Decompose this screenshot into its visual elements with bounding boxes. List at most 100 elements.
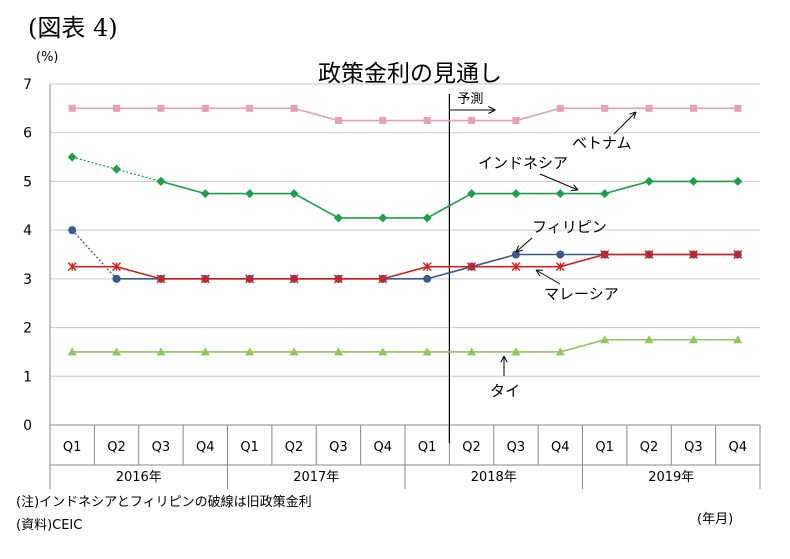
data-point-thailand: [245, 347, 255, 356]
data-point-thailand: [67, 347, 77, 356]
year-label: 2019年: [648, 470, 694, 485]
series-line-thailand: [72, 338, 738, 353]
forecast-label: 予測: [457, 92, 483, 107]
data-point-malaysia: [112, 262, 122, 272]
data-point-vietnam: [556, 104, 564, 112]
data-point-vietnam: [689, 104, 697, 112]
data-point-vietnam: [246, 104, 254, 112]
y-tick-label: 3: [23, 272, 32, 288]
data-point-philippines: [511, 250, 520, 259]
chart-title: 政策金利の見通し: [318, 61, 502, 87]
data-point-vietnam: [201, 104, 209, 112]
data-point-thailand: [200, 347, 210, 356]
data-point-indonesia: [245, 189, 255, 199]
data-point-vietnam: [468, 117, 476, 125]
y-tick-label: 1: [23, 369, 32, 385]
data-point-malaysia: [67, 262, 77, 272]
data-point-malaysia: [600, 250, 610, 259]
data-point-malaysia: [733, 250, 743, 259]
y-tick-label: 2: [23, 321, 32, 337]
callout-arrow-vietnam: [613, 111, 637, 135]
callout-arrow-head-thailand: [500, 355, 508, 363]
data-point-philippines: [423, 274, 432, 283]
data-point-vietnam: [645, 104, 653, 112]
data-point-thailand: [733, 335, 743, 344]
x-tick-label: Q4: [374, 440, 393, 455]
x-tick-label: Q4: [196, 440, 215, 455]
series-line-vietnam: [72, 107, 738, 122]
data-point-indonesia: [733, 176, 743, 186]
x-tick-label: Q1: [240, 440, 259, 455]
data-point-indonesia: [156, 176, 166, 186]
data-point-indonesia: [600, 189, 610, 199]
data-point-malaysia: [378, 274, 388, 284]
data-point-vietnam: [512, 117, 520, 125]
data-point-vietnam: [157, 104, 165, 112]
data-point-malaysia: [555, 262, 565, 272]
data-point-indonesia: [688, 176, 698, 186]
x-tick-label: Q3: [329, 440, 348, 455]
data-point-vietnam: [379, 117, 387, 125]
data-point-thailand: [378, 347, 388, 356]
data-point-indonesia: [333, 213, 343, 223]
series-label-thailand: タイ: [490, 382, 520, 400]
callout-arrow-head-philippines: [515, 245, 523, 253]
data-point-malaysia: [289, 274, 299, 284]
data-point-indonesia: [511, 189, 521, 199]
callout-arrow-indonesia: [539, 173, 579, 191]
data-point-thailand: [688, 335, 698, 344]
series-line-malaysia: [72, 253, 738, 280]
x-tick-label: Q3: [684, 440, 703, 455]
data-point-thailand: [422, 347, 432, 356]
year-label: 2016年: [116, 470, 162, 485]
callout-arrow-head-malaysia: [535, 269, 544, 277]
data-point-thailand: [112, 347, 122, 356]
data-point-vietnam: [113, 104, 121, 112]
data-point-indonesia: [378, 213, 388, 223]
data-point-malaysia: [644, 250, 654, 259]
x-tick-label: Q2: [462, 440, 481, 455]
data-point-indonesia: [422, 213, 432, 223]
data-point-malaysia: [511, 262, 521, 272]
data-point-thailand: [333, 347, 343, 356]
y-tick-label: 4: [23, 223, 32, 239]
callout-arrow-malaysia: [535, 269, 561, 285]
data-point-malaysia: [688, 250, 698, 259]
data-point-old-indonesia: [112, 164, 122, 174]
data-point-vietnam: [601, 104, 609, 112]
data-point-vietnam: [734, 104, 742, 112]
x-tick-label: Q1: [63, 440, 82, 455]
data-point-thailand: [156, 347, 166, 356]
data-point-thailand: [467, 347, 477, 356]
series-line-old-philippines: [71, 229, 118, 280]
x-tick-label: Q2: [640, 440, 659, 455]
data-point-malaysia: [333, 274, 343, 284]
y-tick-label: 7: [23, 77, 32, 93]
x-tick-label: Q4: [729, 440, 748, 455]
x-tick-label: Q3: [507, 440, 526, 455]
series-label-indonesia: インドネシア: [478, 154, 568, 172]
figure-label: (図表 4): [28, 14, 118, 42]
footnote: (注)インドネシアとフィリピンの破線は旧政策金利: [16, 495, 312, 510]
data-point-indonesia: [289, 189, 299, 199]
data-point-old-indonesia: [67, 152, 77, 162]
series-label-vietnam: ベトナム: [572, 134, 632, 152]
data-point-malaysia: [200, 274, 210, 284]
data-point-old-philippines: [68, 226, 77, 235]
data-point-indonesia: [555, 189, 565, 199]
x-tick-label: Q2: [107, 440, 126, 455]
forecast-arrow-head: [488, 106, 496, 114]
data-point-thailand: [600, 335, 610, 344]
x-tick-label: Q1: [595, 440, 614, 455]
x-tick-label: Q2: [285, 440, 304, 455]
x-axis-unit-label: (年月): [697, 512, 734, 527]
data-point-vietnam: [423, 117, 431, 125]
data-point-vietnam: [334, 117, 342, 125]
y-tick-label: 0: [23, 418, 32, 434]
x-tick-label: Q1: [418, 440, 437, 455]
y-axis-unit-label: (%): [36, 50, 59, 65]
series-label-philippines: フィリピン: [532, 218, 607, 236]
x-tick-label: Q3: [152, 440, 171, 455]
data-point-indonesia: [644, 176, 654, 186]
